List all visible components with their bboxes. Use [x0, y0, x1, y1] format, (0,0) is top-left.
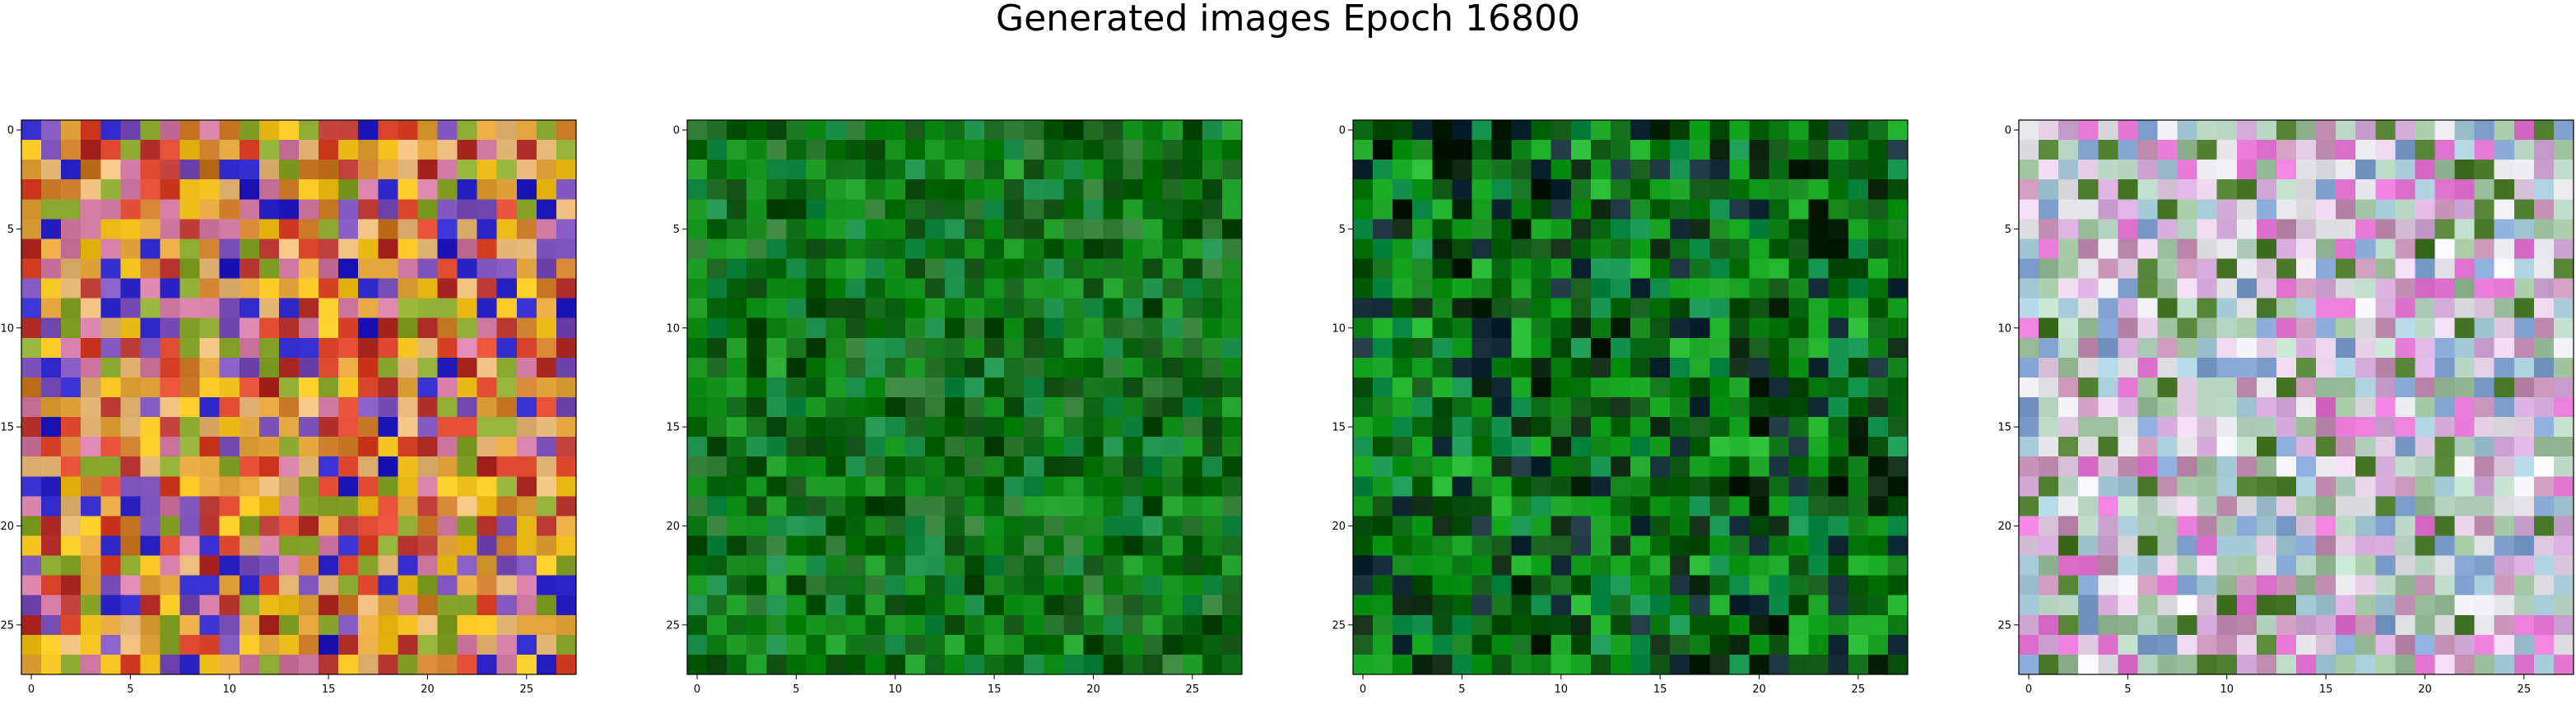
image-panel-1: 0 5 10 15 20 25 0 5 10 15 20 25	[0, 119, 577, 696]
image-panel-3: 0 5 10 15 20 25 0 5 10 15 20 25	[1332, 119, 1909, 696]
x-tick-label: 10	[2220, 683, 2234, 696]
y-tick-label: 0	[7, 125, 14, 137]
x-tick-label: 20	[1752, 683, 1766, 696]
x-tick-label: 0	[694, 683, 700, 696]
axes-frame	[1352, 119, 1909, 675]
y-tick-label: 15	[1997, 422, 2011, 434]
y-tick-label: 15	[0, 422, 14, 434]
x-tick-label: 25	[1852, 683, 1866, 696]
y-tick-label: 5	[673, 224, 680, 236]
x-tick-label: 20	[421, 683, 435, 696]
x-tick-label: 10	[1554, 683, 1568, 696]
y-tick-label: 10	[1332, 322, 1346, 335]
x-tick-label: 15	[988, 683, 1002, 696]
y-tick-label: 15	[1332, 422, 1346, 434]
x-tick-label: 15	[322, 683, 336, 696]
y-tick-label: 20	[1332, 521, 1346, 533]
image-panel-4: 0 5 10 15 20 25 0 5 10 15 20 25	[1997, 119, 2574, 696]
y-tick-label: 5	[7, 224, 14, 236]
x-tick-label: 25	[2518, 683, 2532, 696]
axes-4: 0 5 10 15 20 25 0 5 10 15 20 25	[1997, 119, 2574, 696]
image-panel-2: 0 5 10 15 20 25 0 5 10 15 20 25	[666, 119, 1243, 696]
x-tick-label: 5	[127, 683, 133, 696]
axes-2: 0 5 10 15 20 25 0 5 10 15 20 25	[666, 119, 1243, 696]
generated-image-3	[1353, 120, 1908, 674]
y-tick-label: 20	[1997, 521, 2011, 533]
y-tick-label: 20	[666, 521, 680, 533]
x-tick-label: 0	[28, 683, 35, 696]
y-tick-label: 0	[2005, 125, 2011, 137]
x-tick-label: 20	[2418, 683, 2432, 696]
x-tick-label: 0	[1360, 683, 1366, 696]
x-tick-label: 5	[2124, 683, 2131, 696]
x-tick-label: 0	[2025, 683, 2032, 696]
x-tick-label: 5	[793, 683, 799, 696]
y-tick-label: 10	[1997, 322, 2011, 335]
x-tick-label: 15	[2319, 683, 2333, 696]
y-tick-label: 25	[1332, 619, 1346, 632]
y-tick-label: 25	[0, 619, 14, 632]
x-tick-label: 25	[1186, 683, 1200, 696]
x-tick-label: 10	[222, 683, 236, 696]
figure-title: Generated images Epoch 16800	[995, 0, 1581, 39]
x-tick-label: 20	[1086, 683, 1100, 696]
y-tick-label: 15	[666, 422, 680, 434]
axes-frame	[686, 119, 1243, 675]
y-tick-label: 0	[1339, 125, 1346, 137]
axes-frame	[2018, 119, 2574, 675]
axes-1: 0 5 10 15 20 25 0 5 10 15 20 25	[0, 119, 577, 696]
y-tick-label: 20	[0, 521, 14, 533]
axes-3: 0 5 10 15 20 25 0 5 10 15 20 25	[1332, 119, 1909, 696]
x-tick-label: 25	[520, 683, 534, 696]
y-tick-label: 5	[2005, 224, 2011, 236]
x-tick-label: 10	[888, 683, 902, 696]
x-tick-label: 15	[1653, 683, 1667, 696]
y-tick-label: 10	[0, 322, 14, 335]
generated-image-4	[2019, 120, 2574, 674]
y-tick-label: 5	[1339, 224, 1346, 236]
y-tick-label: 10	[666, 322, 680, 335]
axes-frame	[21, 119, 577, 675]
y-tick-label: 25	[1997, 619, 2011, 632]
x-tick-label: 5	[1458, 683, 1465, 696]
generated-image-2	[687, 120, 1242, 674]
generated-image-1	[21, 120, 576, 674]
y-tick-label: 0	[673, 125, 680, 137]
y-tick-label: 25	[666, 619, 680, 632]
